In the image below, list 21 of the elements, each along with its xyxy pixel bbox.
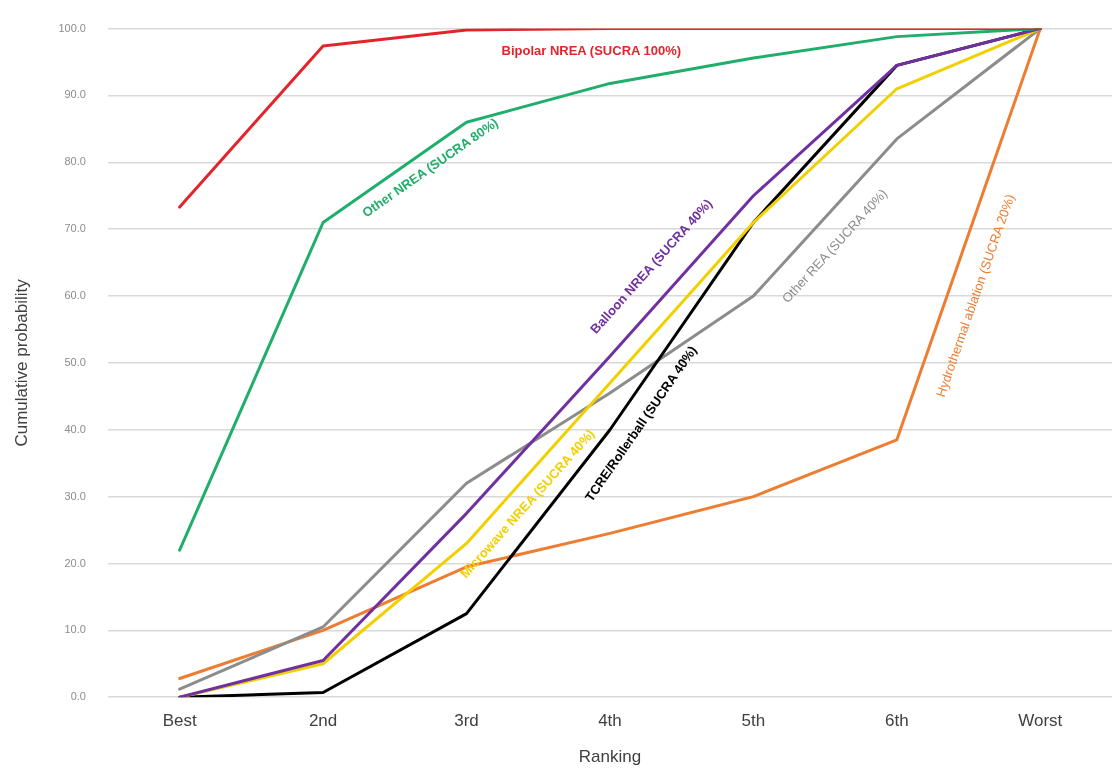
y-tick-label: 0.0 bbox=[70, 690, 86, 703]
y-tick-label: 70.0 bbox=[64, 222, 86, 235]
x-tick-label: Best bbox=[162, 711, 197, 731]
x-tick-label: 5th bbox=[741, 711, 766, 731]
x-tick-label: Worst bbox=[1018, 711, 1063, 731]
y-tick-label: 90.0 bbox=[64, 88, 86, 101]
y-tick-label: 100.0 bbox=[58, 21, 86, 34]
x-axis-title: Ranking bbox=[578, 747, 642, 767]
y-tick-label: 60.0 bbox=[64, 289, 86, 302]
y-tick-label: 30.0 bbox=[64, 489, 86, 502]
y-tick-label: 10.0 bbox=[64, 623, 86, 636]
y-tick-label: 40.0 bbox=[64, 422, 86, 435]
series-label: Bipolar NREA (SUCRA 100%) bbox=[501, 43, 682, 59]
y-tick-label: 20.0 bbox=[64, 556, 86, 569]
x-tick-label: 2nd bbox=[308, 711, 338, 731]
x-tick-label: 6th bbox=[885, 711, 909, 731]
y-axis-title: Cumulative probability bbox=[11, 278, 31, 447]
x-tick-label: 4th bbox=[598, 711, 622, 731]
y-tick-label: 50.0 bbox=[64, 355, 86, 368]
x-tick-label: 3rd bbox=[454, 711, 479, 731]
y-tick-label: 80.0 bbox=[64, 155, 86, 168]
